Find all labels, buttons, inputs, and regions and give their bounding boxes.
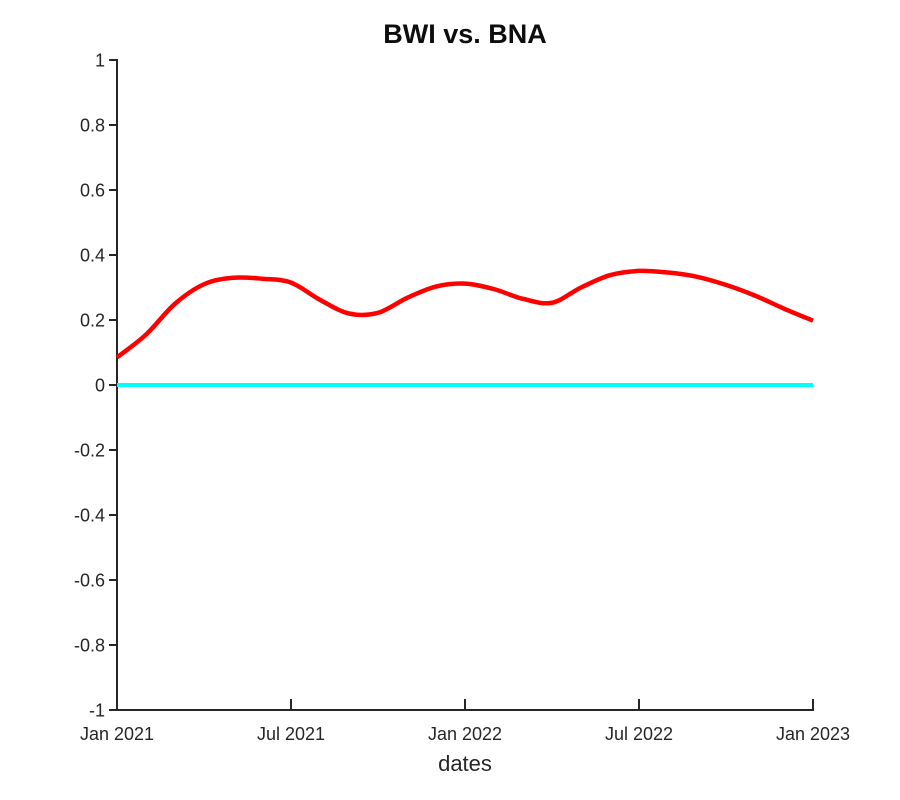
y-tick-label: -1 [89, 700, 105, 720]
y-tick-label: 1 [95, 50, 105, 70]
x-tick-label: Jul 2021 [257, 724, 325, 744]
y-tick-label: -0.2 [74, 440, 105, 460]
y-tick-label: 0.8 [80, 115, 105, 135]
y-tick-label: 0.6 [80, 180, 105, 200]
x-tick-label: Jul 2022 [605, 724, 673, 744]
x-tick-label: Jan 2023 [776, 724, 850, 744]
y-tick-label: -0.4 [74, 505, 105, 525]
y-tick-label: 0.4 [80, 245, 105, 265]
series-line-bwi-vs-bna [115, 268, 814, 360]
y-tick-label: -0.8 [74, 635, 105, 655]
x-axis-label: dates [438, 751, 492, 776]
plot-area: 1 0.8 0.6 0.4 0.2 0 -0.2 -0.4 -0.6 -0.8 -1 Jan 2021… [74, 50, 850, 744]
x-tick-label: Jan 2021 [80, 724, 154, 744]
y-tick-label: -0.6 [74, 570, 105, 590]
y-tick-label: 0.2 [80, 310, 105, 330]
x-tick-label: Jan 2022 [428, 724, 502, 744]
y-tick-label: 0 [95, 375, 105, 395]
chart-title: BWI vs. BNA [383, 19, 547, 49]
